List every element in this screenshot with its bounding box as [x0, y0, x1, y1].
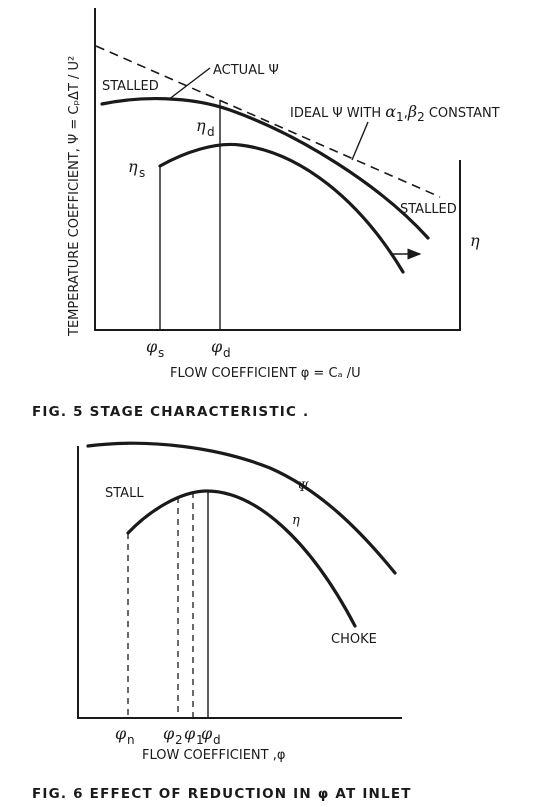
fig5-stalled-right-label: STALLED	[400, 202, 457, 217]
fig6-diagram: STALL Ψ η CHOKE φ n φ 2 φ 1 φ d FLOW COE…	[77, 441, 402, 763]
fig6-choke-label: CHOKE	[331, 632, 377, 647]
fig5-efficiency-curve	[158, 142, 405, 274]
svg-text:d: d	[223, 346, 231, 360]
fig5-eta-s-label: η s	[128, 157, 145, 180]
svg-text:φ: φ	[201, 724, 213, 743]
fig6-efficiency-curve	[126, 489, 357, 628]
fig6-phi-1-label: φ 1	[184, 724, 204, 747]
svg-text:η: η	[196, 116, 206, 135]
fig6-psi-label: Ψ	[297, 480, 309, 495]
fig6-psi-curve	[86, 441, 397, 575]
fig5-eta-axis-label: η	[470, 231, 480, 250]
fig5-actual-psi-leader	[167, 67, 211, 101]
fig5-y-axis-label: TEMPERATURE COEFFICIENT, Ψ = CₚΔT / U²	[67, 56, 82, 337]
svg-text:s: s	[158, 346, 164, 360]
fig6-axes	[77, 446, 402, 719]
svg-text:φ: φ	[146, 337, 158, 356]
svg-text:φ: φ	[115, 724, 127, 743]
svg-text:η: η	[128, 157, 138, 176]
fig5-ideal-psi-leader	[351, 121, 369, 161]
fig5-actual-psi-curve	[100, 97, 430, 240]
fig6-phi-d-label: φ d	[201, 724, 221, 747]
svg-text:φ: φ	[163, 724, 175, 743]
fig5-caption: FIG. 5 STAGE CHARACTERISTIC .	[32, 404, 309, 420]
fig6-x-axis-label: FLOW COEFFICIENT ,φ	[142, 748, 285, 763]
fig6-phi-2-label: φ 2	[163, 724, 183, 747]
fig5-actual-psi-label: ACTUAL Ψ	[213, 63, 279, 78]
fig6-eta-label: η	[292, 513, 300, 528]
fig5-diagram: TEMPERATURE COEFFICIENT, Ψ = CₚΔT / U² η…	[67, 8, 500, 381]
fig5-axes	[94, 8, 461, 331]
svg-text:1: 1	[196, 733, 204, 747]
svg-text:s: s	[139, 166, 145, 180]
svg-text:d: d	[207, 125, 215, 139]
fig5-x-axis-label: FLOW COEFFICIENT φ = Cₐ /U	[170, 366, 361, 381]
fig5-ideal-psi-label: IDEAL Ψ WITH α1,β2 CONSTANT	[290, 102, 500, 124]
fig5-eta-d-label: η d	[196, 116, 215, 139]
svg-text:φ: φ	[184, 724, 196, 743]
fig5-stalled-left-label: STALLED	[102, 79, 159, 94]
fig6-caption: FIG. 6 EFFECT OF REDUCTION IN φ AT INLET	[32, 786, 412, 802]
svg-text:φ: φ	[211, 337, 223, 356]
fig6-phi-n-label: φ n	[115, 724, 135, 747]
fig6-stall-label: STALL	[105, 486, 144, 501]
fig5-phi-d-label: φ d	[211, 337, 231, 360]
fig5-ideal-psi-line	[95, 45, 441, 198]
svg-text:d: d	[213, 733, 221, 747]
fig5-phi-s-label: φ s	[146, 337, 164, 360]
svg-text:n: n	[127, 733, 135, 747]
svg-text:2: 2	[175, 733, 183, 747]
